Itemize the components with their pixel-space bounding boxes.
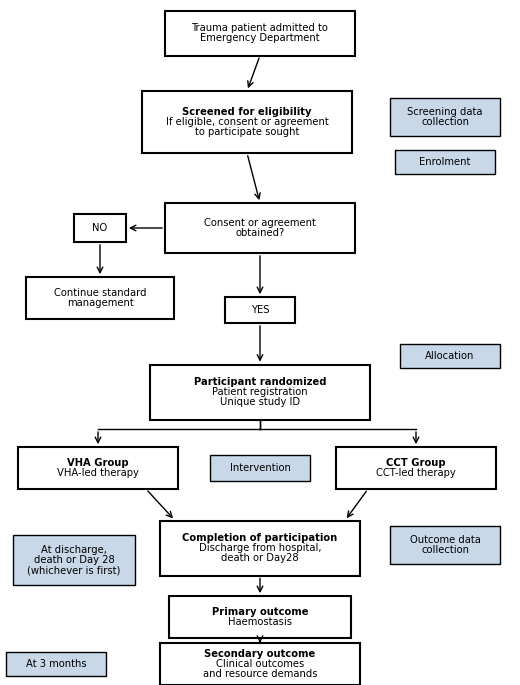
- Text: Participant randomized: Participant randomized: [194, 377, 326, 387]
- Text: Consent or agreement: Consent or agreement: [204, 218, 316, 228]
- Text: Emergency Department: Emergency Department: [200, 33, 320, 43]
- Text: Trauma patient admitted to: Trauma patient admitted to: [191, 23, 329, 33]
- Bar: [390, 526, 500, 564]
- Text: death or Day 28: death or Day 28: [34, 555, 114, 565]
- Text: Primary outcome: Primary outcome: [212, 607, 308, 617]
- Text: Outcome data: Outcome data: [410, 535, 480, 545]
- Text: collection: collection: [421, 545, 469, 555]
- Text: NO: NO: [93, 223, 108, 233]
- Text: Haemostasis: Haemostasis: [228, 617, 292, 627]
- Bar: [390, 98, 500, 136]
- Bar: [336, 447, 496, 489]
- Text: Completion of participation: Completion of participation: [183, 533, 337, 543]
- Bar: [160, 643, 360, 685]
- Bar: [18, 447, 178, 489]
- Text: Screened for eligibility: Screened for eligibility: [182, 107, 312, 117]
- Text: At 3 months: At 3 months: [25, 659, 86, 669]
- Text: Patient registration: Patient registration: [212, 387, 308, 397]
- Text: Discharge from hospital,: Discharge from hospital,: [199, 543, 321, 553]
- Text: Unique study ID: Unique study ID: [220, 397, 300, 407]
- Text: to participate sought: to participate sought: [195, 127, 299, 137]
- Bar: [165, 10, 355, 55]
- Text: management: management: [67, 298, 133, 308]
- Text: At discharge,: At discharge,: [41, 545, 107, 555]
- Text: VHA-led therapy: VHA-led therapy: [57, 468, 139, 478]
- Text: obtained?: obtained?: [236, 228, 284, 238]
- Bar: [74, 214, 126, 242]
- Bar: [225, 297, 295, 323]
- Text: death or Day28: death or Day28: [221, 553, 299, 563]
- Text: and resource demands: and resource demands: [203, 669, 317, 679]
- Text: Intervention: Intervention: [229, 463, 291, 473]
- Bar: [169, 596, 351, 638]
- Text: YES: YES: [251, 305, 269, 315]
- Bar: [210, 455, 310, 481]
- Text: CCT-led therapy: CCT-led therapy: [376, 468, 456, 478]
- Bar: [142, 91, 352, 153]
- Bar: [13, 535, 135, 585]
- Bar: [26, 277, 174, 319]
- Bar: [395, 150, 495, 174]
- Text: Screening data: Screening data: [407, 107, 483, 117]
- Text: collection: collection: [421, 117, 469, 127]
- Text: If eligible, consent or agreement: If eligible, consent or agreement: [166, 117, 328, 127]
- Text: VHA Group: VHA Group: [67, 458, 129, 468]
- Bar: [160, 521, 360, 575]
- Text: CCT Group: CCT Group: [386, 458, 446, 468]
- Bar: [400, 344, 500, 368]
- Text: Clinical outcomes: Clinical outcomes: [216, 659, 304, 669]
- Bar: [150, 364, 370, 419]
- Text: (whichever is first): (whichever is first): [28, 565, 121, 575]
- Text: Continue standard: Continue standard: [54, 288, 146, 298]
- Text: Allocation: Allocation: [425, 351, 475, 361]
- Bar: [6, 652, 106, 676]
- Text: Enrolment: Enrolment: [419, 157, 471, 167]
- Bar: [165, 203, 355, 253]
- Text: Secondary outcome: Secondary outcome: [204, 649, 316, 659]
